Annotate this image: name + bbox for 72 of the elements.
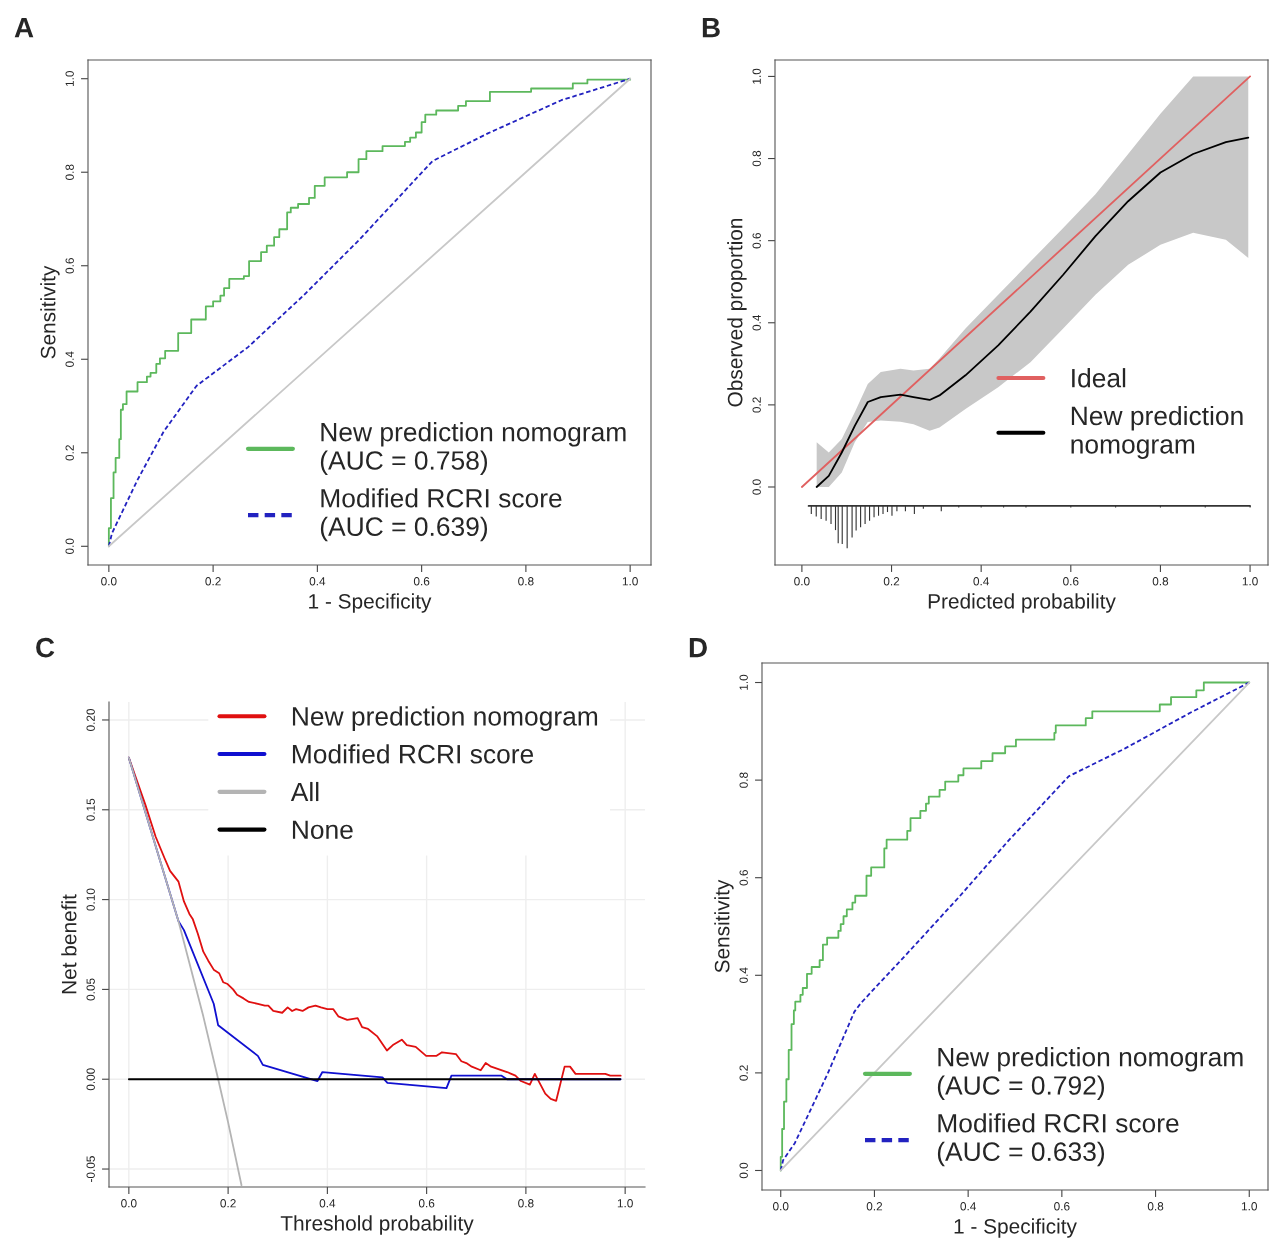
y-tick-label: 0.00 [86,1068,95,1091]
y-tick-label: 0.8 [752,150,761,167]
x-tick-label: 1.0 [622,577,638,586]
x-axis-title: 1 - Specificity [309,593,432,613]
x-tick-label: 0.0 [121,1199,137,1208]
y-axis-title: Observed proportion [727,218,747,407]
x-tick-label: 0.6 [418,1199,435,1208]
legend-label: Modified RCRI score [292,744,534,764]
legend-label: New prediction nomogram [292,706,598,731]
legend-label: Ideal [1072,368,1126,388]
y-axis-title: Sensitivity [40,265,60,359]
x-axis-title: 1 - Specificity [954,1218,1077,1238]
legend-label: All [290,781,319,802]
x-tick-label: 0.2 [220,1199,236,1208]
line-series [127,756,243,1187]
legend-label: New prediction nomogram [1071,405,1243,459]
y-tick-label: 0.4 [65,351,74,367]
chart-title: A [14,18,34,38]
y-tick-label: 0.20 [86,708,95,731]
chart-title: D [689,638,707,658]
legend-label: None [292,820,353,840]
x-axis-title: Threshold probability [280,1215,474,1235]
legend-label: New prediction nomogram (AUC = 0.758) [320,422,626,476]
y-tick-label: 1.0 [739,674,748,690]
x-tick-label: 1.0 [1242,577,1258,586]
chart-title: B [702,18,720,38]
y-tick-label: 0.8 [739,772,748,788]
y-tick-label: 0.05 [86,978,95,1001]
x-tick-label: 0.6 [1054,1202,1070,1211]
y-tick-label: 0.2 [739,1065,748,1081]
x-tick-label: 0.6 [1063,577,1079,586]
legend-label: Modified RCRI score (AUC = 0.639) [320,488,562,542]
y-tick-label: 0.0 [752,479,761,495]
y-tick-label: 0.8 [65,164,74,180]
y-tick-label: 1.0 [65,70,74,87]
x-tick-label: 0.6 [413,577,430,586]
y-tick-label: 1.0 [752,68,761,84]
x-tick-label: 0.2 [205,577,221,586]
x-tick-label: 0.0 [101,577,117,586]
y-axis-title: Sensitivity [714,879,734,973]
y-axis-title: Net benefit [61,894,77,994]
y-tick-label: 0.6 [65,258,74,274]
chart-title: C [36,637,55,658]
x-tick-label: 1.0 [617,1199,633,1208]
x-tick-label: 0.8 [518,1199,534,1208]
x-tick-label: 0.0 [773,1202,789,1211]
y-tick-label: 0.15 [86,798,95,821]
y-tick-label: 0.0 [65,538,74,555]
y-tick-label: 0.2 [65,445,74,461]
x-tick-label: 0.8 [1147,1202,1164,1211]
y-tick-label: 0.4 [739,967,748,984]
x-tick-label: 0.2 [883,577,900,586]
y-tick-label: 0.0 [739,1162,748,1179]
legend-label: New prediction nomogram (AUC = 0.792) [937,1047,1243,1101]
y-tick-label: 0.10 [86,888,95,911]
y-tick-label: 0.6 [752,232,761,249]
x-tick-label: 0.0 [794,577,810,586]
y-tick-label: 0.4 [752,314,761,331]
y-tick-label: 0.6 [739,870,748,886]
x-tick-label: 0.4 [973,577,990,586]
x-tick-label: 0.4 [309,577,326,586]
x-axis-title: Predicted probability [928,593,1116,613]
x-tick-label: 1.0 [1241,1202,1257,1211]
x-tick-label: 0.4 [319,1199,336,1208]
y-tick-label: 0.2 [752,397,761,413]
x-tick-label: 0.2 [866,1202,883,1211]
line-series [815,136,1250,488]
y-tick-label: -0.05 [86,1156,95,1182]
legend-label: Modified RCRI score (AUC = 0.633) [937,1113,1179,1167]
x-tick-label: 0.8 [518,577,534,586]
x-tick-label: 0.4 [960,1202,977,1211]
x-tick-label: 0.8 [1152,577,1169,586]
